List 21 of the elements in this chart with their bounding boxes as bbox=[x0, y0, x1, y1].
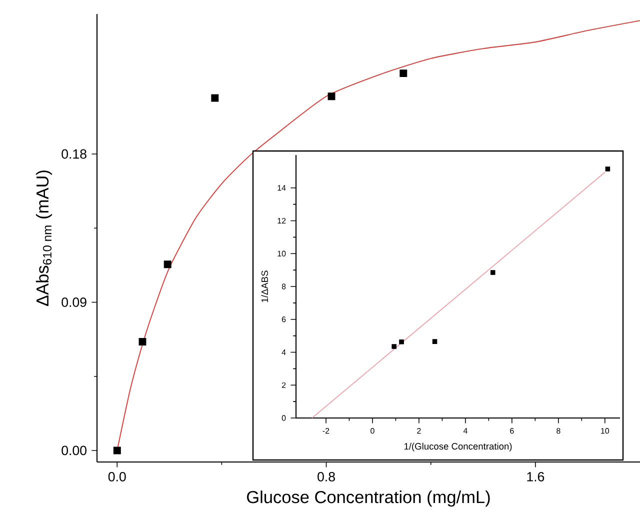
point bbox=[138, 338, 146, 346]
point bbox=[211, 94, 219, 102]
point bbox=[392, 344, 396, 349]
point bbox=[432, 339, 438, 344]
y-tick-label: 0.09 bbox=[62, 298, 86, 307]
point bbox=[399, 340, 404, 344]
x-tick-label: 0.0 bbox=[108, 472, 126, 482]
y-axis-title: 1/ΔABS bbox=[261, 270, 268, 302]
x-axis-title: 1/(Glucose Concentration) bbox=[404, 442, 512, 452]
point bbox=[490, 270, 496, 275]
point bbox=[164, 260, 172, 268]
point bbox=[605, 166, 610, 172]
point bbox=[113, 446, 121, 454]
x-axis-title: Glucose Concentration (mg/mL) bbox=[247, 490, 490, 507]
y-tick-label: 0.00 bbox=[62, 446, 86, 456]
point bbox=[400, 70, 408, 78]
x-tick-label: 1.6 bbox=[527, 472, 544, 482]
x-tick-label: 0.8 bbox=[318, 472, 335, 482]
point bbox=[328, 92, 336, 100]
y-tick-label: 0.18 bbox=[62, 149, 86, 159]
y-axis-title: ΔAbs$_{610 nm}$ (mAU) bbox=[36, 170, 52, 306]
